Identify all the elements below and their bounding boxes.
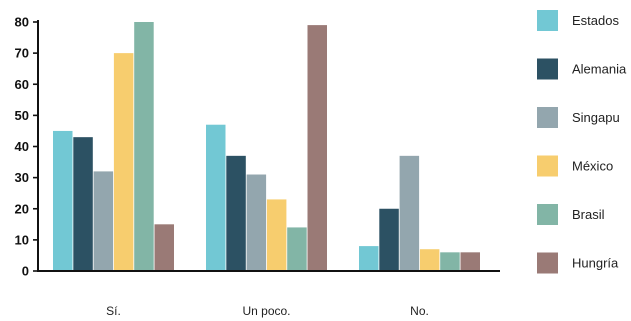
bar: [287, 227, 307, 271]
x-tick-label: Sí.: [106, 304, 121, 318]
legend-label: Alemania: [572, 62, 627, 77]
legend-label: Estados: [572, 13, 619, 28]
y-tick-label: 10: [15, 232, 29, 247]
bar: [226, 155, 246, 271]
legend: Estados Alemania Singapu México Brasil Hungrí…: [537, 10, 627, 274]
y-axis-ticks: 0 10 20 30 40 50 60 70 80: [15, 15, 38, 279]
bar: [113, 53, 134, 271]
bar: [359, 246, 379, 271]
bars: [53, 22, 480, 272]
y-tick-label: 20: [15, 201, 29, 216]
bar: [419, 249, 440, 271]
legend-swatch: [537, 107, 558, 128]
legend-swatch: [537, 252, 558, 274]
y-tick-label: 50: [15, 108, 29, 123]
bar: [399, 155, 420, 271]
bar: [53, 130, 73, 271]
y-tick-label: 70: [15, 46, 29, 61]
legend-swatch: [537, 10, 558, 31]
y-tick-label: 40: [15, 139, 29, 154]
bar: [246, 174, 267, 271]
bar: [73, 137, 93, 271]
bar: [379, 208, 399, 271]
bar: [93, 171, 114, 271]
y-tick-label: 30: [15, 170, 29, 185]
bar: [206, 124, 226, 272]
bar: [154, 224, 174, 271]
axes: [37, 20, 500, 272]
legend-label: Brasil: [572, 207, 605, 222]
legend-label: Hungría: [572, 256, 619, 271]
bar: [460, 252, 480, 271]
legend-swatch: [537, 155, 558, 177]
legend-swatch: [537, 204, 558, 225]
legend-label: Singapu: [572, 110, 620, 125]
bar: [266, 199, 287, 271]
bar: [134, 22, 154, 271]
legend-swatch: [537, 58, 558, 80]
y-tick-label: 60: [15, 77, 29, 92]
bar: [307, 25, 327, 271]
x-tick-label: Un poco.: [242, 304, 290, 318]
legend-label: México: [572, 159, 613, 174]
bar: [440, 252, 460, 271]
y-tick-label: 0: [22, 264, 29, 279]
x-axis-labels: Sí. Un poco. No.: [106, 304, 429, 318]
y-tick-label: 80: [15, 15, 29, 30]
x-tick-label: No.: [410, 304, 429, 318]
